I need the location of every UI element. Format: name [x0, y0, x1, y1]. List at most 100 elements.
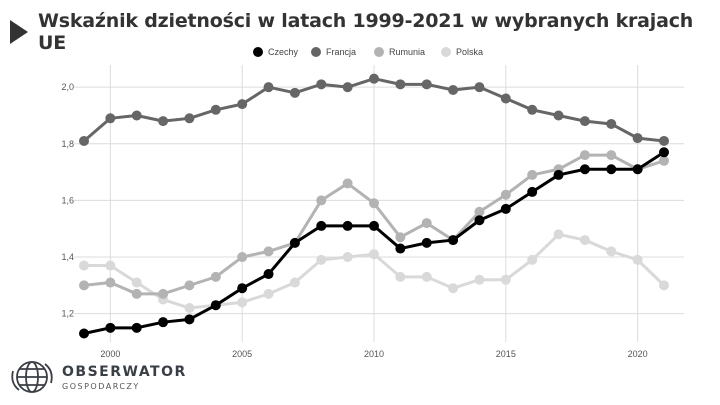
data-point-czechy	[659, 147, 669, 158]
y-tick-label: 1,8	[61, 139, 74, 149]
data-point-francja	[606, 118, 617, 129]
data-point-polska	[579, 235, 590, 246]
data-point-rumunia	[395, 232, 406, 243]
data-point-czechy	[474, 215, 485, 226]
data-point-polska	[421, 271, 432, 282]
data-point-polska	[342, 252, 353, 263]
data-point-rumunia	[158, 288, 169, 299]
x-tick-label: 2020	[628, 349, 648, 359]
data-point-francja	[395, 79, 406, 90]
data-point-francja	[263, 82, 274, 93]
y-tick-label: 1,2	[61, 309, 74, 319]
data-point-francja	[131, 110, 142, 121]
data-point-czechy	[448, 235, 459, 246]
y-tick-label: 2,0	[61, 82, 74, 92]
data-point-francja	[659, 135, 669, 146]
data-point-francja	[79, 135, 89, 146]
legend-label-rumunia: Rumunia	[389, 47, 425, 57]
data-point-rumunia	[210, 271, 221, 282]
data-point-polska	[474, 274, 485, 285]
data-point-francja	[289, 87, 300, 98]
data-point-francja	[105, 113, 116, 124]
data-point-czechy	[316, 220, 327, 231]
data-point-rumunia	[659, 155, 669, 166]
data-point-rumunia	[79, 280, 89, 291]
data-point-czechy	[606, 164, 617, 175]
data-point-polska	[131, 277, 142, 288]
data-point-czechy	[289, 237, 300, 248]
data-point-polska	[395, 271, 406, 282]
data-point-francja	[421, 79, 432, 90]
data-point-francja	[579, 116, 590, 127]
data-point-polska	[448, 283, 459, 294]
data-point-francja	[316, 79, 327, 90]
data-point-czechy	[158, 317, 169, 328]
logo-subtitle: GOSPODARCZY	[62, 381, 140, 391]
data-point-rumunia	[606, 150, 617, 161]
data-point-polska	[527, 254, 538, 265]
data-point-rumunia	[184, 280, 195, 291]
data-point-polska	[289, 277, 300, 288]
data-point-polska	[659, 280, 669, 291]
data-point-czechy	[79, 328, 89, 339]
legend-label-francja: Francja	[326, 47, 356, 57]
data-point-czechy	[632, 164, 643, 175]
data-point-francja	[527, 104, 538, 115]
data-point-polska	[632, 254, 643, 265]
legend-marker-polska	[441, 47, 451, 57]
y-tick-label: 1,4	[61, 252, 74, 262]
x-tick-label: 2000	[100, 349, 120, 359]
data-point-rumunia	[342, 178, 353, 189]
data-point-francja	[448, 84, 459, 95]
data-point-francja	[474, 82, 485, 93]
data-point-rumunia	[474, 206, 485, 217]
data-point-czechy	[527, 186, 538, 197]
data-point-czechy	[500, 203, 511, 214]
data-point-polska	[500, 274, 511, 285]
x-tick-label: 2015	[496, 349, 516, 359]
legend-marker-francja	[311, 47, 321, 57]
data-point-rumunia	[105, 277, 116, 288]
data-point-francja	[210, 104, 221, 115]
play-triangle-icon	[10, 20, 28, 44]
data-point-francja	[184, 113, 195, 124]
data-point-rumunia	[527, 169, 538, 180]
chart-title: Wskaźnik dzietności w latach 1999-2021 w…	[38, 10, 694, 54]
data-point-polska	[606, 246, 617, 257]
data-point-czechy	[395, 243, 406, 254]
data-point-polska	[316, 254, 327, 265]
legend-marker-rumunia	[374, 47, 384, 57]
legend-label-polska: Polska	[456, 47, 483, 57]
data-point-rumunia	[579, 150, 590, 161]
legend-marker-czechy	[253, 47, 263, 57]
data-point-francja	[342, 82, 353, 93]
data-point-rumunia	[263, 246, 274, 257]
data-point-polska	[263, 288, 274, 299]
logo: OBSERWATOR GOSPODARCZY	[10, 357, 187, 397]
data-point-czechy	[342, 220, 353, 231]
data-point-czechy	[184, 314, 195, 325]
data-point-francja	[237, 99, 248, 110]
data-point-francja	[632, 133, 643, 144]
data-point-polska	[369, 249, 379, 260]
title-bar: Wskaźnik dzietności w latach 1999-2021 w…	[10, 10, 720, 54]
data-point-czechy	[421, 237, 432, 248]
data-point-francja	[553, 110, 564, 121]
globe-logo-icon	[11, 361, 53, 393]
data-point-polska	[237, 297, 248, 308]
data-point-czechy	[263, 269, 274, 280]
data-point-rumunia	[500, 189, 511, 200]
data-point-rumunia	[316, 195, 327, 206]
logo-name: OBSERWATOR	[62, 363, 187, 380]
data-point-polska	[105, 260, 116, 271]
data-point-rumunia	[131, 288, 142, 299]
data-point-polska	[184, 303, 195, 314]
data-point-czechy	[237, 283, 248, 294]
data-point-polska	[553, 229, 564, 240]
data-point-czechy	[553, 169, 564, 180]
y-tick-label: 1,6	[61, 195, 74, 205]
data-point-rumunia	[369, 198, 379, 209]
data-point-czechy	[131, 322, 142, 333]
x-tick-label: 2010	[364, 349, 384, 359]
